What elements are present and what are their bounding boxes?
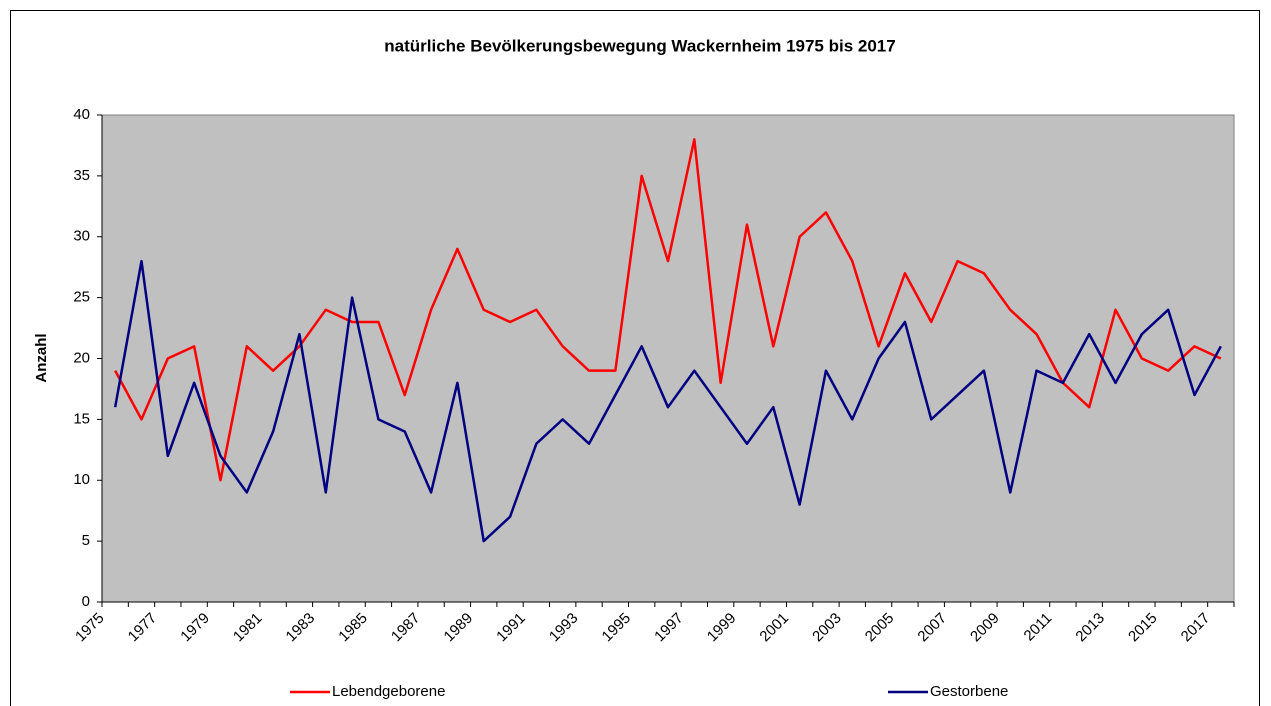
y-tick-label: 40 [73,106,90,123]
plot-area [101,114,1235,603]
series-line [113,259,1222,543]
y-tick-label: 0 [82,593,90,610]
y-tick-label: 20 [73,349,90,366]
y-axis-label: Anzahl [33,333,50,382]
y-tick-label: 5 [82,532,90,549]
legend-label: Lebendgeborene [332,683,445,700]
y-tick-label: 30 [73,228,90,245]
series-line [114,138,1222,482]
y-tick-label: 35 [73,167,90,184]
legend-label: Gestorbene [930,683,1008,700]
y-tick-label: 15 [73,410,90,427]
y-tick-label: 10 [73,471,90,488]
y-tick-label: 25 [73,289,90,306]
chart-title: natürliche Bevölkerungsbewegung Wackernh… [384,36,895,55]
